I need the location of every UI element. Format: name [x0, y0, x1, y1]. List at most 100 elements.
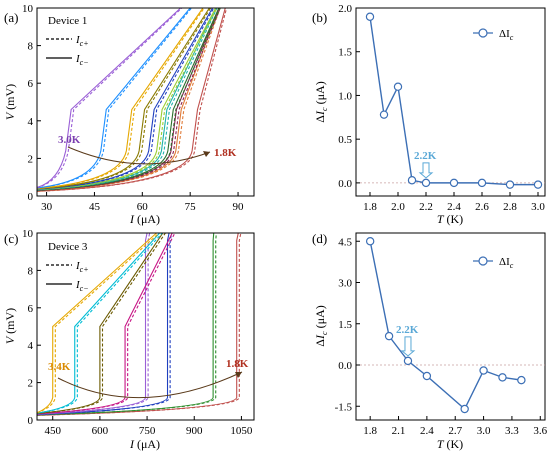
panel-d-legend-label: ΔIc [499, 256, 514, 270]
panel-d-data-point [403, 356, 413, 366]
panel-a-x-label: I (μA) [129, 212, 160, 226]
panel-c-x-ticks: 450 600 750 900 1050 [44, 416, 253, 437]
panel-a-label: (a) [4, 10, 18, 25]
panel-c-curve-ic-minus [36, 232, 170, 416]
panel-b-data-point [379, 110, 389, 119]
panel-d-x-tick-label: 2.4 [420, 425, 434, 437]
panel-b-data-point [533, 180, 543, 189]
panel-d-data-point [460, 404, 469, 414]
panel-c-curve-ic-plus [36, 232, 242, 416]
panel-a-legend-ic-minus: Ic− [75, 53, 89, 67]
panel-c-x-label: I (μA) [129, 437, 160, 451]
panel-b-annotation-2-2k: 2.2K [414, 150, 437, 162]
panel-a-x-tick-label: 90 [233, 201, 245, 213]
panel-a-curve-ic-plus [36, 7, 183, 189]
panel-d-y-ticks: -1.5 0.0 1.5 3.0 4.5 [335, 236, 360, 413]
panel-b-x-tick-label: 2.0 [391, 201, 405, 213]
panel-d-y-tick-label: -1.5 [335, 401, 353, 413]
panel-d-x-label: T (K) [437, 437, 463, 451]
panel-d-data-point [365, 237, 375, 246]
panel-d-annotation-arrow [400, 336, 416, 357]
panel-c-legend-title: Device 3 [48, 241, 88, 253]
panel-d-y-tick-label: 4.5 [338, 236, 352, 248]
panel-b-y-tick-label: 0.5 [338, 134, 352, 146]
panel-c-curve-ic-minus [36, 232, 157, 414]
panel-b-y-tick-label: 0.0 [338, 178, 352, 190]
panel-c-legend-ic-plus: Ic+ [75, 260, 89, 274]
panel-b-x-tick-label: 2.8 [503, 201, 517, 213]
panel-c-curve-ic-plus [36, 232, 173, 416]
panel-a-y-label: V (mV) [3, 84, 17, 120]
panel-b-y-tick-label: 1.0 [338, 90, 352, 102]
panel-a-y-tick-label: 4 [28, 116, 34, 128]
panel-d-legend-marker [478, 256, 488, 266]
panel-d-y-tick-label: 3.0 [338, 278, 352, 290]
panel-c-curve-ic-minus [36, 232, 161, 414]
panel-c-x-tick-label: 900 [186, 425, 203, 437]
panel-d-y-tick-label: 1.5 [338, 319, 352, 331]
panel-d-delta-ic: (d) 1.8 2.1 2.4 2.7 3.0 3.3 3.6 -1.5 0.0 1.5 3.0 4… [312, 231, 548, 451]
panel-b-data-point [407, 176, 417, 185]
panel-c-legend-ic-minus: Ic− [75, 279, 89, 293]
panel-c-y-tick-label: 8 [28, 265, 34, 277]
panel-a-y-tick-label: 10 [22, 3, 34, 15]
panel-a-curve-ic-plus [36, 7, 192, 189]
panel-c-y-tick-label: 6 [28, 303, 34, 315]
panel-d-data-point [479, 366, 488, 375]
panel-a-curve-ic-minus [36, 7, 191, 189]
panel-b-label: (b) [312, 10, 327, 25]
panel-b-annotation-arrow [418, 162, 434, 179]
panel-b-frame [355, 7, 546, 197]
panel-a-curve-ic-plus [36, 7, 221, 191]
panel-d-x-tick-label: 3.3 [505, 425, 519, 437]
panel-b-plot [356, 12, 545, 189]
panel-c-x-tick-label: 600 [92, 425, 109, 437]
panel-c-curves [36, 232, 242, 416]
panel-b-data-point [505, 180, 515, 189]
panel-d-x-ticks: 1.8 2.1 2.4 2.7 3.0 3.3 3.6 [363, 416, 548, 437]
panel-c-curve-ic-plus [36, 232, 151, 415]
panel-b-x-label: T (K) [437, 212, 463, 226]
panel-a-y-tick-label: 0 [28, 191, 34, 203]
panel-b-x-ticks: 1.8 2.0 2.2 2.4 2.6 2.8 3.0 [363, 192, 545, 213]
panel-a-y-tick-label: 2 [28, 153, 34, 165]
panel-d-y-tick-label: 0.0 [338, 360, 352, 372]
panel-d-x-tick-label: 1.8 [363, 425, 377, 437]
panel-c-curve-ic-plus [36, 232, 176, 415]
panel-d-label: (d) [312, 231, 327, 246]
panel-d-y-label: ΔIc (μA) [313, 305, 329, 346]
panel-c-y-ticks: 0 2 4 6 8 10 [22, 228, 41, 427]
panel-c-curve-ic-minus [36, 232, 164, 415]
panel-b-data-point [393, 82, 403, 91]
panel-c-iv-curves: (c) 450 600 750 900 1050 0 2 4 6 8 10 I (μA) V (m… [3, 228, 255, 451]
panel-d-data-point [517, 375, 526, 385]
panel-d-data-point [422, 371, 432, 381]
panel-b-x-tick-label: 2.2 [419, 201, 433, 213]
panel-c-curve-ic-plus [36, 232, 166, 415]
panel-b-data-point [421, 178, 431, 188]
panel-c-y-tick-label: 2 [28, 378, 34, 390]
panel-a-curve-ic-plus [36, 7, 205, 189]
panel-a-curve-ic-plus [36, 7, 215, 190]
panel-d-x-tick-label: 2.7 [448, 425, 462, 437]
panel-c-x-tick-label: 750 [139, 425, 156, 437]
panel-a-legend-title: Device 1 [48, 15, 87, 27]
panel-a-x-tick-label: 45 [89, 201, 101, 213]
panel-a-x-tick-label: 75 [185, 201, 197, 213]
panel-d-data-point [384, 331, 394, 341]
panel-a-annotation-1-8k: 1.8K [214, 147, 237, 159]
panel-d-plot [356, 237, 545, 414]
panel-c-curve-ic-minus [36, 232, 148, 415]
panel-b-x-tick-label: 2.6 [475, 201, 489, 213]
panel-b-y-ticks: 0.0 0.5 1.0 1.5 2.0 [338, 3, 360, 190]
panel-c-curve-ic-plus [36, 232, 160, 414]
panel-a-trend-curve [67, 146, 211, 165]
panel-b-x-tick-label: 2.4 [447, 201, 461, 213]
panel-a-iv-curves: (a) 30 45 60 75 90 0 2 4 6 8 10 I (μA) V (mV) Dev… [3, 3, 255, 226]
panel-d-x-tick-label: 2.1 [392, 425, 406, 437]
panel-c-y-label: V (mV) [3, 308, 17, 344]
panel-c-label: (c) [4, 231, 18, 246]
panel-b-data-point [477, 178, 487, 188]
panel-a-curve-ic-plus [36, 7, 228, 192]
panel-b-legend-label: ΔIc [499, 28, 514, 42]
